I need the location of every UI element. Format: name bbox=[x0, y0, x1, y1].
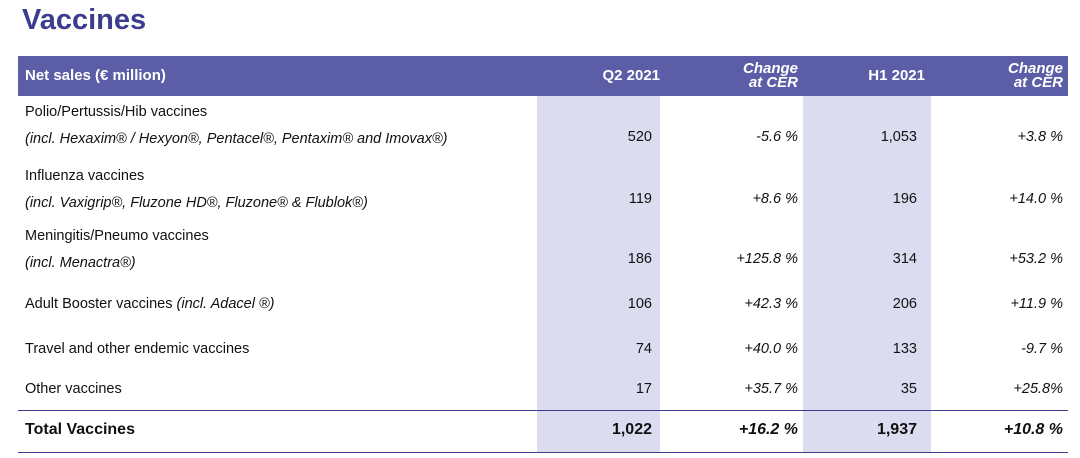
cell: +35.7 % bbox=[744, 381, 798, 397]
total-cell: +10.8 % bbox=[1003, 421, 1063, 438]
row-note: (incl. Hexaxim® / Hexyon®, Pentacel®, Pe… bbox=[25, 131, 448, 147]
separator bbox=[18, 452, 1068, 453]
cell: +40.0 % bbox=[744, 341, 798, 357]
total-cell: +16.2 % bbox=[738, 421, 798, 438]
row-note: (incl. Adacel ®) bbox=[176, 296, 275, 312]
header-cell: Change bbox=[742, 60, 798, 77]
row-label: Meningitis/Pneumo vaccines bbox=[25, 228, 209, 244]
column-shade bbox=[537, 96, 660, 452]
cell: +25.8% bbox=[1013, 381, 1063, 397]
cell: 119 bbox=[628, 191, 652, 207]
cell: 206 bbox=[892, 296, 917, 312]
cell: +3.8 % bbox=[1017, 129, 1063, 145]
separator bbox=[18, 410, 1068, 411]
cell: +8.6 % bbox=[752, 191, 798, 207]
total-cell: 1,937 bbox=[876, 421, 917, 438]
header-cell: at CER bbox=[748, 74, 798, 91]
row-label: Polio/Pertussis/Hib vaccines bbox=[25, 104, 208, 120]
header-cell: Q2 2021 bbox=[602, 67, 660, 84]
cell: -5.6 % bbox=[756, 129, 798, 145]
cell: 186 bbox=[627, 251, 652, 267]
cell: +42.3 % bbox=[744, 296, 798, 312]
row-label: Travel and other endemic vaccines bbox=[25, 341, 250, 357]
cell: 314 bbox=[892, 251, 917, 267]
title: Vaccines bbox=[22, 4, 147, 36]
total-cell: 1,022 bbox=[611, 421, 652, 438]
header-cell: at CER bbox=[1013, 74, 1063, 91]
cell: 106 bbox=[627, 296, 652, 312]
row-label: Other vaccines bbox=[25, 381, 122, 397]
cell: 520 bbox=[627, 129, 652, 145]
header-cell: H1 2021 bbox=[868, 67, 925, 84]
cell: 1,053 bbox=[880, 129, 917, 145]
cell: 35 bbox=[900, 381, 917, 397]
cell: +14.0 % bbox=[1009, 191, 1063, 207]
header-cell: Change bbox=[1007, 60, 1063, 77]
column-shade bbox=[803, 96, 931, 452]
cell: 17 bbox=[635, 381, 652, 397]
cell: 196 bbox=[892, 191, 917, 207]
row-note: (incl. Vaxigrip®, Fluzone HD®, Fluzone® … bbox=[25, 195, 368, 211]
cell: +53.2 % bbox=[1009, 251, 1063, 267]
cell: -9.7 % bbox=[1021, 341, 1063, 357]
table-header bbox=[18, 56, 1068, 96]
cell: +125.8 % bbox=[736, 251, 798, 267]
row-label: Influenza vaccines bbox=[25, 168, 145, 184]
total-label: Total Vaccines bbox=[25, 421, 135, 438]
row-note: (incl. Menactra®) bbox=[25, 255, 136, 271]
row-label: Adult Booster vaccines (incl. Adacel ®) bbox=[25, 296, 275, 312]
cell: 74 bbox=[635, 341, 652, 357]
cell: +11.9 % bbox=[1010, 296, 1063, 312]
cell: 133 bbox=[892, 341, 917, 357]
header-cell: Net sales (€ million) bbox=[25, 67, 166, 84]
